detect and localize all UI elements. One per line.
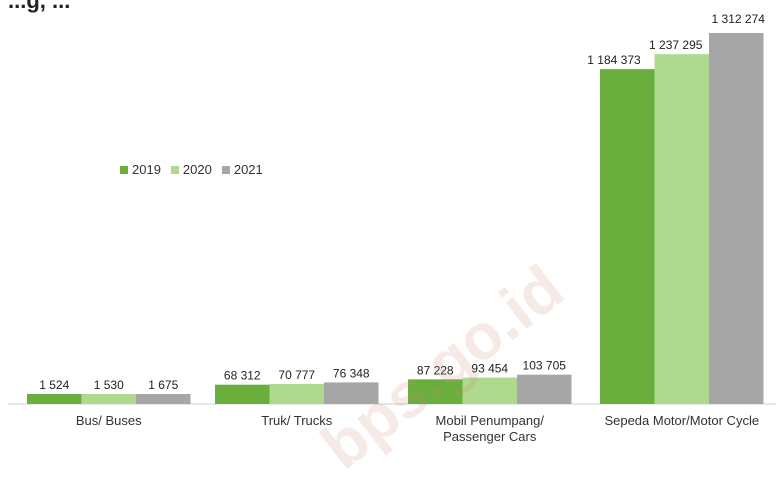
bar-2019-2 xyxy=(408,379,463,404)
bar-2021-1 xyxy=(324,382,379,404)
bar-2019-1 xyxy=(215,384,270,404)
data-label-2019-0: 1 524 xyxy=(39,378,69,392)
bar-2020-0 xyxy=(81,394,136,404)
legend-label-2020: 2020 xyxy=(182,162,212,177)
data-label-2020-2: 93 454 xyxy=(471,362,508,376)
legend-item-2021: 2021 xyxy=(221,162,263,177)
category-label-2-line0: Mobil Penumpang/ xyxy=(436,413,545,428)
legend-item-2020: 2020 xyxy=(170,162,212,177)
bar-2021-2 xyxy=(517,374,572,404)
legend-label-2021: 2021 xyxy=(233,162,263,177)
data-label-2021-3: 1 312 274 xyxy=(712,12,766,26)
chart-legend: 2019 2020 2021 xyxy=(120,162,263,177)
data-label-2019-2: 87 228 xyxy=(417,363,454,377)
legend-label-2019: 2019 xyxy=(132,162,161,177)
chart-title-fragment: ...g, ... xyxy=(8,0,71,13)
data-label-2019-3: 1 184 373 xyxy=(587,53,641,67)
data-label-2020-1: 70 777 xyxy=(278,368,315,382)
bar-2021-0 xyxy=(136,394,191,404)
bar-2019-3 xyxy=(600,69,655,404)
data-label-2021-1: 76 348 xyxy=(333,366,370,380)
data-label-2020-0: 1 530 xyxy=(94,378,124,392)
bar-2020-3 xyxy=(654,54,709,404)
legend-swatch-2021 xyxy=(221,165,230,174)
data-label-2019-1: 68 312 xyxy=(224,369,261,383)
data-label-2021-2: 103 705 xyxy=(523,359,567,373)
category-label-3: Sepeda Motor/Motor Cycle xyxy=(604,413,759,428)
category-label-0: Bus/ Buses xyxy=(76,413,142,428)
data-label-2020-3: 1 237 295 xyxy=(649,38,703,52)
category-label-2-line1: Passenger Cars xyxy=(443,429,537,444)
bar-2020-1 xyxy=(269,383,324,404)
data-label-2021-0: 1 675 xyxy=(148,378,178,392)
bar-2019-0 xyxy=(27,394,82,404)
category-label-1: Truk/ Trucks xyxy=(261,413,333,428)
bar-chart: 1 524 1 530 1 675 Bus/ Buses 68 312 70 777 76 … xyxy=(8,12,776,444)
bar-2020-2 xyxy=(462,377,517,404)
legend-item-2019: 2019 xyxy=(120,162,161,177)
legend-swatch-2019 xyxy=(120,165,128,174)
legend-swatch-2020 xyxy=(170,165,179,174)
bar-2021-3 xyxy=(709,33,764,404)
